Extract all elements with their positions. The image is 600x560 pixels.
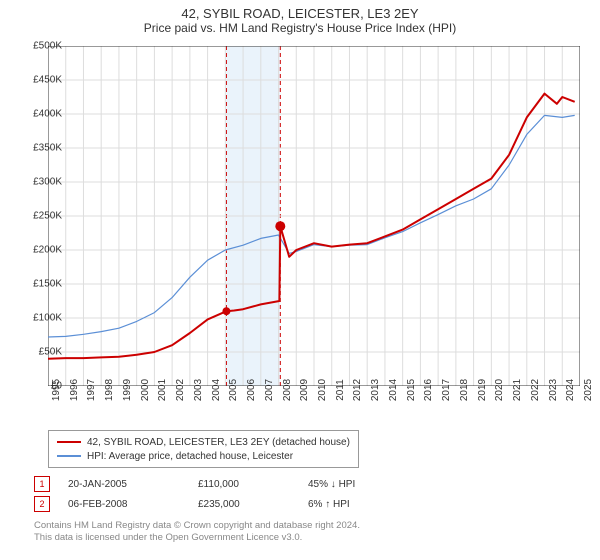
x-tick-label: 2024	[565, 379, 576, 401]
x-tick-label: 2022	[530, 379, 541, 401]
x-tick-label: 2023	[548, 379, 559, 401]
x-tick-label: 2020	[494, 379, 505, 401]
x-tick-label: 2017	[441, 379, 452, 401]
x-tick-label: 2018	[459, 379, 470, 401]
y-tick-label: £50K	[20, 347, 62, 358]
event-delta: 6% ↑ HPI	[308, 499, 408, 510]
event-row: 2 06-FEB-2008£235,0006% ↑ HPI	[34, 494, 408, 514]
x-tick-label: 2014	[388, 379, 399, 401]
event-date: 20-JAN-2005	[68, 479, 198, 490]
y-tick-label: £150K	[20, 279, 62, 290]
chart-title: 42, SYBIL ROAD, LEICESTER, LE3 2EY	[0, 0, 600, 21]
x-tick-label: 2011	[335, 379, 346, 401]
x-tick-label: 2009	[299, 379, 310, 401]
attribution: Contains HM Land Registry data © Crown c…	[34, 520, 360, 545]
x-tick-label: 2012	[352, 379, 363, 401]
x-tick-label: 1997	[86, 379, 97, 401]
chart-plot: 12	[48, 46, 580, 386]
x-tick-label: 2003	[193, 379, 204, 401]
x-tick-label: 2001	[157, 379, 168, 401]
x-tick-label: 2006	[246, 379, 257, 401]
y-tick-label: £200K	[20, 245, 62, 256]
event-date: 06-FEB-2008	[68, 499, 198, 510]
x-tick-label: 1999	[122, 379, 133, 401]
x-tick-label: 2007	[264, 379, 275, 401]
legend: 42, SYBIL ROAD, LEICESTER, LE3 2EY (deta…	[48, 430, 359, 468]
y-tick-label: £450K	[20, 75, 62, 86]
x-tick-label: 2010	[317, 379, 328, 401]
x-tick-label: 2016	[423, 379, 434, 401]
y-tick-label: £500K	[20, 41, 62, 52]
x-tick-label: 1995	[51, 379, 62, 401]
y-tick-label: £250K	[20, 211, 62, 222]
chart-subtitle: Price paid vs. HM Land Registry's House …	[0, 21, 600, 39]
event-delta: 45% ↓ HPI	[308, 479, 408, 490]
legend-item: HPI: Average price, detached house, Leic…	[57, 449, 350, 463]
x-tick-label: 2025	[583, 379, 594, 401]
y-tick-label: £350K	[20, 143, 62, 154]
x-tick-label: 1996	[69, 379, 80, 401]
x-tick-label: 1998	[104, 379, 115, 401]
x-tick-label: 2005	[228, 379, 239, 401]
x-tick-label: 2002	[175, 379, 186, 401]
legend-label: HPI: Average price, detached house, Leic…	[87, 451, 293, 462]
y-tick-label: £400K	[20, 109, 62, 120]
event-row: 1 20-JAN-2005£110,00045% ↓ HPI	[34, 474, 408, 494]
event-marker: 2	[34, 496, 50, 512]
event-list: 1 20-JAN-2005£110,00045% ↓ HPI 2 06-FEB-200…	[34, 474, 408, 514]
x-tick-label: 2019	[477, 379, 488, 401]
legend-swatch	[57, 441, 81, 443]
y-tick-label: £100K	[20, 313, 62, 324]
x-tick-label: 2004	[211, 379, 222, 401]
x-tick-label: 2008	[282, 379, 293, 401]
x-tick-label: 2015	[406, 379, 417, 401]
chart-svg: 12	[48, 46, 580, 386]
legend-item: 42, SYBIL ROAD, LEICESTER, LE3 2EY (deta…	[57, 435, 350, 449]
legend-label: 42, SYBIL ROAD, LEICESTER, LE3 2EY (deta…	[87, 437, 350, 448]
attribution-line: Contains HM Land Registry data © Crown c…	[34, 520, 360, 532]
legend-swatch	[57, 455, 81, 457]
x-tick-label: 2013	[370, 379, 381, 401]
x-tick-label: 2000	[140, 379, 151, 401]
y-tick-label: £300K	[20, 177, 62, 188]
attribution-line: This data is licensed under the Open Gov…	[34, 532, 360, 544]
event-price: £110,000	[198, 479, 308, 490]
event-price: £235,000	[198, 499, 308, 510]
x-tick-label: 2021	[512, 379, 523, 401]
event-marker: 1	[34, 476, 50, 492]
